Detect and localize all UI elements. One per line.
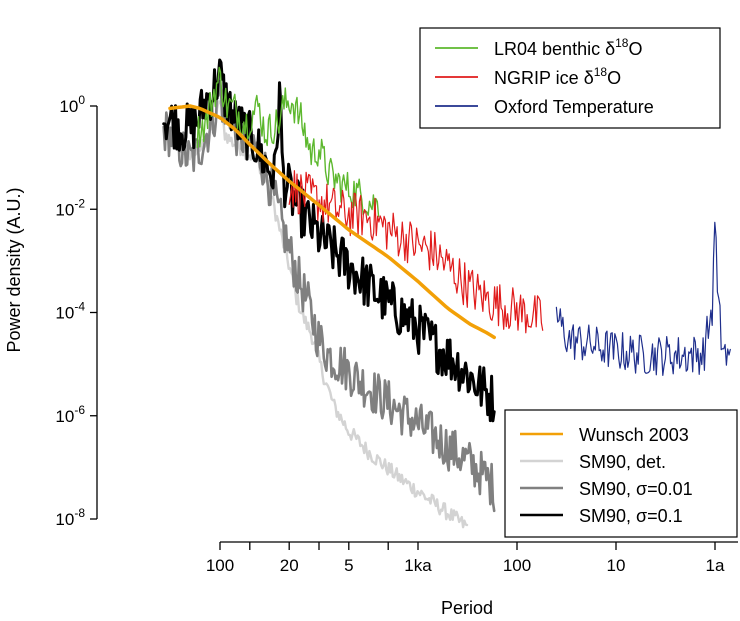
- legend-box: [419, 27, 721, 129]
- y-tick-base: 10: [55, 200, 74, 219]
- x-tick-label: 100: [503, 556, 531, 575]
- legend-label-oxford: Oxford Temperature: [494, 97, 654, 117]
- y-tick-base: 10: [55, 510, 74, 529]
- x-tick-label: 1a: [706, 556, 725, 575]
- legend-bottom: Wunsch 2003 SM90, det. SM90, σ=0.01 SM90, σ…: [504, 409, 738, 538]
- legend-label-lr04: LR04 benthic δ18O: [494, 36, 642, 59]
- x-tick-label: 20: [280, 556, 299, 575]
- legend-label-ngrip: NGRIP ice δ18O: [494, 65, 621, 88]
- series-layer: [162, 58, 731, 529]
- y-tick-base: 10: [59, 97, 78, 116]
- series-ngrip: [288, 170, 544, 334]
- x-tick-label: 1ka: [404, 556, 432, 575]
- legend-label-s001: SM90, σ=0.01: [579, 479, 693, 499]
- series-oxford: [555, 221, 731, 376]
- x-axis-title: Period: [441, 598, 493, 618]
- y-tick-exp: 0: [78, 93, 85, 107]
- y-tick-exp: -6: [74, 403, 85, 417]
- legend-label-s01: SM90, σ=0.1: [579, 506, 683, 526]
- y-tick-exp: -4: [74, 300, 85, 314]
- series-wunsch: [168, 104, 496, 340]
- series-lr04: [196, 66, 380, 218]
- y-tick-label: 100: [59, 93, 85, 116]
- y-tick-label: 10-6: [55, 403, 85, 426]
- y-tick-label: 10-8: [55, 506, 85, 529]
- x-tick-label: 100: [206, 556, 234, 575]
- series-s001: [162, 79, 496, 513]
- legend-top: LR04 benthic δ18O NGRIP ice δ18O Oxford Te…: [419, 27, 721, 129]
- x-tick-label: 5: [344, 556, 353, 575]
- y-tick-label: 10-4: [55, 300, 85, 323]
- y-axis-title: Power density (A.U.): [4, 187, 24, 352]
- y-tick-label: 10-2: [55, 196, 85, 219]
- legend-label-wunsch: Wunsch 2003: [579, 425, 689, 445]
- y-tick-base: 10: [55, 304, 74, 323]
- legend-label-det: SM90, det.: [579, 452, 666, 472]
- y-tick-exp: -8: [74, 506, 85, 520]
- y-tick-base: 10: [55, 407, 74, 426]
- x-axis: 100 20 5 1ka 100 10 1a: [206, 541, 738, 575]
- y-tick-exp: -2: [74, 196, 85, 210]
- x-tick-label: 10: [607, 556, 626, 575]
